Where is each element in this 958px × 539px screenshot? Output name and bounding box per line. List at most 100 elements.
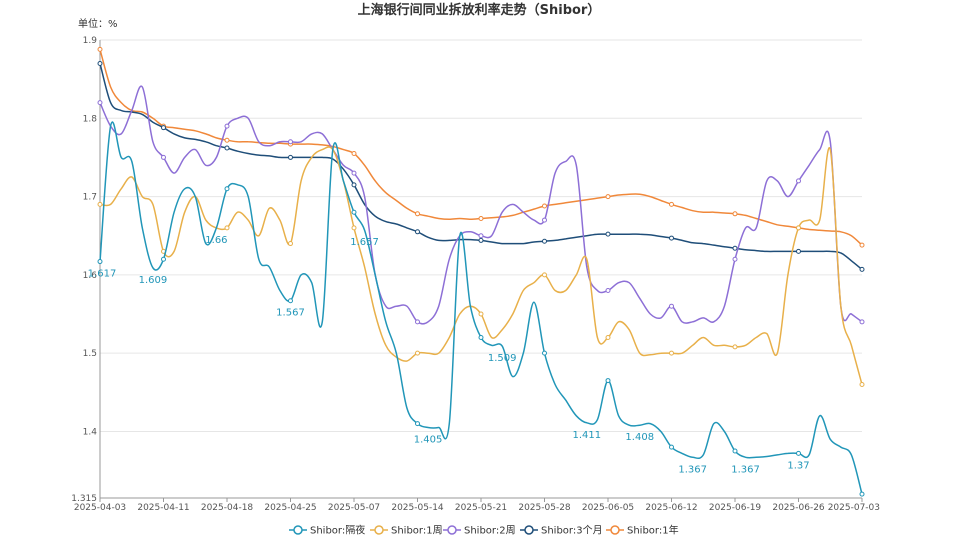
x-tick-label: 2025-06-12 <box>645 503 697 513</box>
legend-label: Shibor:1周 <box>391 525 443 537</box>
series-point <box>97 259 103 265</box>
data-label: 1.66 <box>205 235 227 246</box>
series-point <box>161 125 166 131</box>
series-point <box>542 203 547 209</box>
series-point <box>605 335 611 341</box>
series-point <box>669 350 674 356</box>
series-point <box>415 350 420 356</box>
legend-swatch-marker <box>610 525 620 535</box>
series-point <box>478 216 484 222</box>
series-point <box>542 272 547 278</box>
series-line <box>99 146 863 385</box>
x-tick-label: 2025-06-26 <box>772 503 825 513</box>
data-label: 1.617 <box>88 269 117 280</box>
data-label-layer: 1.617 1.609 1.66 1.567 1.657 1.405 1.509 1.411 1… <box>88 235 810 475</box>
series-point <box>415 211 420 217</box>
series-point <box>351 170 357 176</box>
y-tick-label: 1.4 <box>83 427 98 437</box>
series-point <box>288 298 293 304</box>
series-point <box>542 217 547 223</box>
series-point <box>224 186 230 192</box>
y-tick-label: 1.7 <box>83 193 97 203</box>
series-point <box>859 381 865 387</box>
legend: Shibor:隔夜 Shibor:1周 Shibor:2周 Shibor:3个月 Shi… <box>289 524 679 537</box>
legend-label: Shibor:隔夜 <box>310 524 365 537</box>
series-point <box>732 344 738 350</box>
series-point <box>669 235 674 241</box>
series-point <box>478 237 484 243</box>
x-tick-label: 2025-05-14 <box>391 503 444 513</box>
y-tick-label: 1.6 <box>83 271 98 281</box>
data-label: 1.411 <box>573 430 602 441</box>
series-point <box>859 266 865 272</box>
x-tick-label: 2025-04-03 <box>74 503 126 513</box>
series-point <box>351 182 357 188</box>
axis-layer: 1.315 1.4 1.5 1.6 1.7 1.8 1.9 2025-04-03 2025-04… <box>71 36 880 513</box>
series-point <box>478 335 484 341</box>
data-label: 1.509 <box>488 353 517 364</box>
series-layer <box>97 46 865 497</box>
data-label: 1.37 <box>787 460 809 471</box>
series-point <box>542 238 547 244</box>
series-point <box>97 60 103 66</box>
x-tick-label: 2025-04-25 <box>264 503 316 513</box>
legend-label: Shibor:2周 <box>464 525 516 537</box>
series-point <box>288 139 293 145</box>
series-point <box>161 256 166 262</box>
x-tick-label: 2025-06-19 <box>709 503 762 513</box>
y-tick-label: 1.5 <box>83 349 97 359</box>
series-point <box>478 233 484 239</box>
x-tick-label: 2025-04-18 <box>201 503 254 513</box>
series-point <box>796 178 801 184</box>
series-point <box>224 225 230 231</box>
series-point <box>796 248 801 254</box>
data-label: 1.367 <box>678 464 707 475</box>
x-tick-label: 2025-05-28 <box>518 503 571 513</box>
series-point <box>605 194 611 200</box>
series-point <box>605 288 611 294</box>
legend-swatch-marker <box>524 525 534 535</box>
legend-swatch-marker <box>293 525 303 535</box>
series-point <box>478 311 484 317</box>
data-label: 1.657 <box>350 237 379 248</box>
series-point <box>224 137 230 143</box>
series-point <box>351 209 357 215</box>
series-point <box>732 245 738 251</box>
data-label: 1.367 <box>731 464 760 475</box>
series-point <box>97 46 103 52</box>
data-label: 1.567 <box>276 308 305 319</box>
series-point <box>732 448 738 454</box>
y-tick-label: 1.9 <box>83 36 98 46</box>
legend-swatch-marker <box>374 525 384 535</box>
series-line <box>99 49 863 246</box>
legend-label: Shibor:1年 <box>627 524 679 537</box>
series-point <box>605 231 611 237</box>
series-point <box>542 350 547 356</box>
y-tick-label: 1.8 <box>83 114 98 124</box>
series-point <box>415 319 420 325</box>
series-point <box>224 145 230 151</box>
legend-label: Shibor:3个月 <box>541 525 603 537</box>
series-point <box>605 378 611 384</box>
series-point <box>732 211 738 217</box>
series-point <box>796 225 801 231</box>
series-point <box>732 256 738 262</box>
series-point <box>97 100 103 106</box>
series-point <box>288 241 293 247</box>
series-point <box>669 201 674 207</box>
series-point <box>669 444 674 450</box>
series-point <box>859 242 865 248</box>
series-point <box>351 225 357 231</box>
series-point <box>415 229 420 235</box>
chart-title: 上海银行间同业拆放利率走势（Shibor） <box>358 2 601 18</box>
series-line <box>99 121 863 495</box>
x-tick-label: 2025-05-21 <box>455 503 507 513</box>
x-tick-label: 2025-04-11 <box>137 503 189 513</box>
legend-swatch-marker <box>447 525 457 535</box>
y-tick-label: 1.315 <box>71 494 97 504</box>
series-point <box>669 303 674 309</box>
series-point <box>859 319 865 325</box>
x-tick-label: 2025-07-03 <box>828 503 880 513</box>
series-point <box>97 201 103 207</box>
